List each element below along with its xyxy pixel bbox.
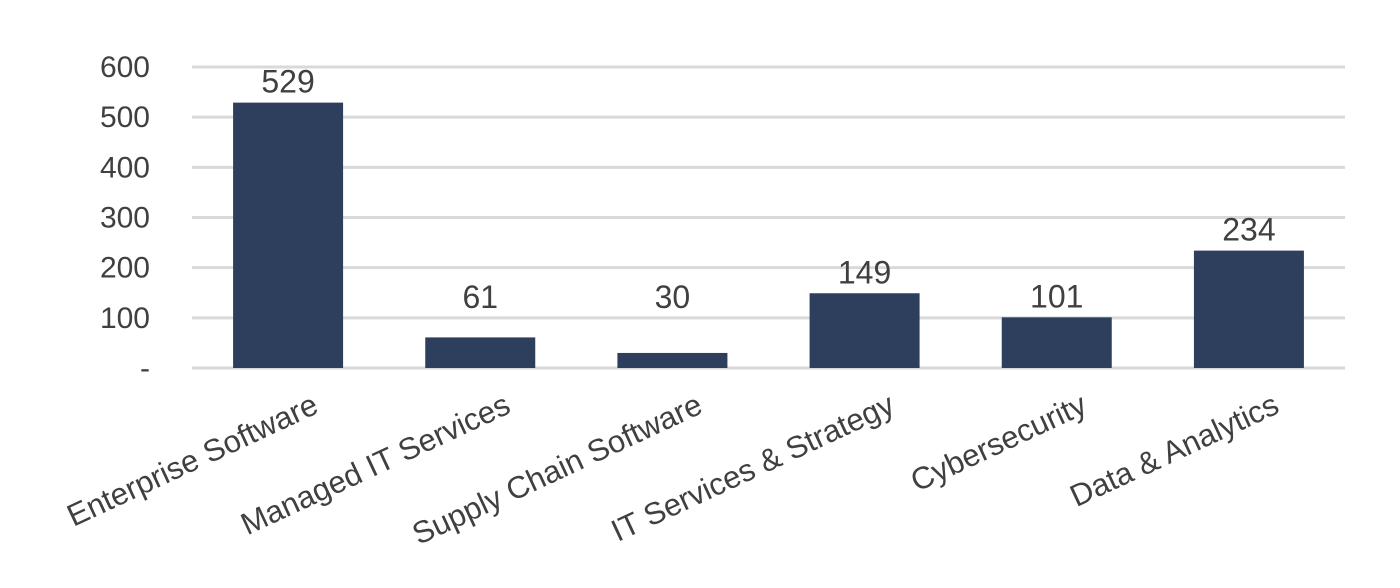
gridlines [192,65,1345,370]
bar-6 [1193,250,1304,368]
bars [233,102,1304,368]
bar-5 [1001,317,1112,368]
data-label-4: 149 [838,254,891,290]
y-tick-label-300: 300 [100,202,150,235]
data-label-1: 529 [261,64,314,100]
y-tick-label-100: 100 [100,302,150,335]
y-tick-label-400: 400 [100,151,150,184]
y-axis-ticks: - 100 200 300 400 500 600 [100,51,150,385]
bar-3 [617,352,728,368]
x-tick-label-6: Data & Analytics [1065,387,1284,514]
bar-2 [425,337,536,368]
bar-4 [809,293,920,368]
data-labels: 529 61 30 149 101 234 [261,64,1275,315]
bar-1 [233,102,344,368]
data-label-3: 30 [655,279,691,315]
y-tick-label-200: 200 [100,252,150,285]
y-tick-label-0: - [140,352,150,385]
y-tick-label-500: 500 [100,101,150,134]
data-label-5: 101 [1030,278,1083,314]
y-tick-label-600: 600 [100,51,150,84]
data-label-6: 234 [1222,212,1275,248]
data-label-2: 61 [462,279,498,315]
